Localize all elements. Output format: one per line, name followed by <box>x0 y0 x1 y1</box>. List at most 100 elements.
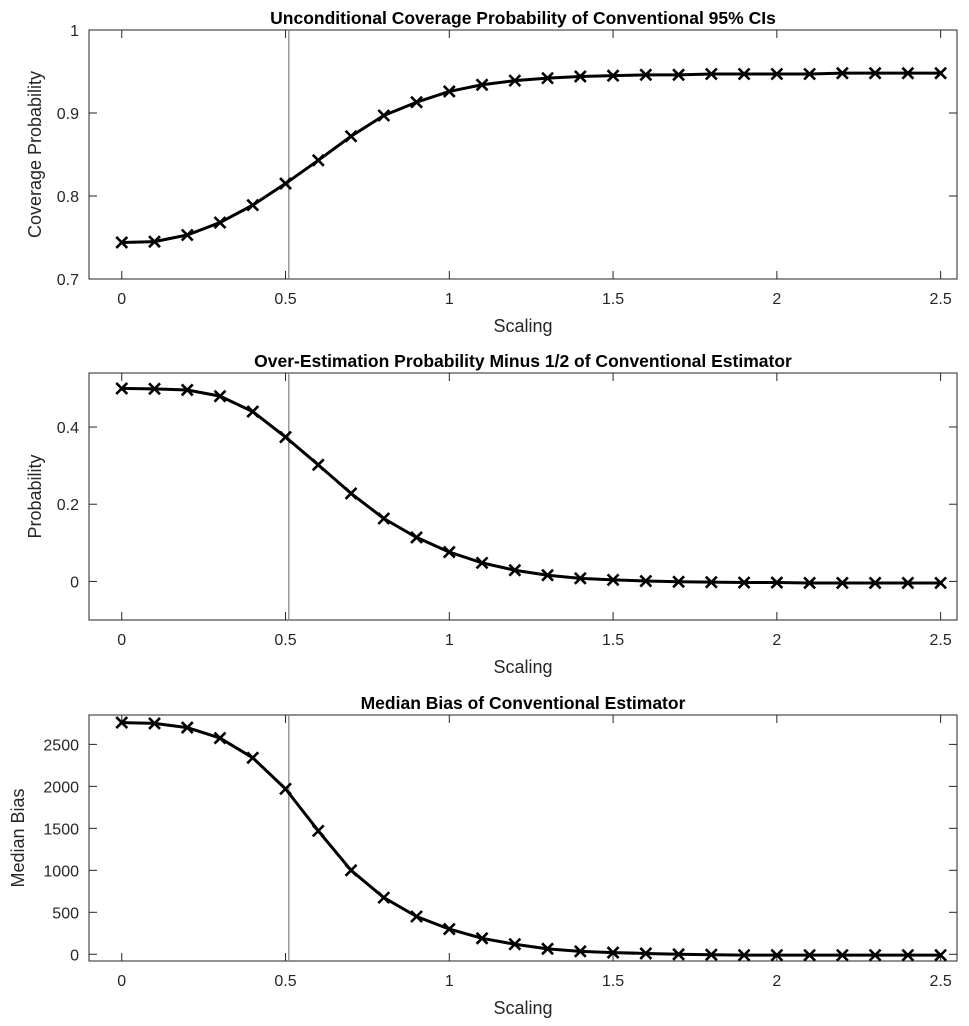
data-point-marker <box>442 85 456 98</box>
marker-stroke <box>115 236 129 249</box>
chart-title: Median Bias of Conventional Estimator <box>361 693 686 713</box>
data-point-marker <box>344 129 358 143</box>
data-point-marker <box>148 382 161 396</box>
marker-stroke <box>737 576 751 589</box>
marker-stroke <box>148 716 161 730</box>
x-tick-label: 2 <box>772 632 781 649</box>
data-point-marker <box>213 216 227 229</box>
plot-area-box <box>88 714 958 962</box>
marker-stroke <box>934 576 948 590</box>
data-point-marker <box>704 948 718 962</box>
y-tick-label: 0.4 <box>57 420 79 437</box>
data-point-marker <box>639 947 653 960</box>
data-point-marker <box>639 68 653 82</box>
data-point-marker <box>213 389 227 403</box>
chart-panel-overestimation: Over-Estimation Probability Minus 1/2 of… <box>25 351 958 677</box>
marker-stroke <box>639 68 653 82</box>
marker-stroke <box>508 937 522 951</box>
data-point-marker <box>148 716 161 730</box>
data-point-marker <box>442 545 456 559</box>
marker-stroke <box>606 69 620 83</box>
marker-stroke <box>639 574 653 588</box>
data-point-marker <box>573 571 587 585</box>
marker-stroke <box>672 947 686 961</box>
x-tick-label: 2 <box>772 291 781 308</box>
data-point-marker <box>770 576 784 589</box>
data-point-marker <box>508 937 522 951</box>
marker-stroke <box>508 563 522 577</box>
series-line <box>121 386 941 585</box>
data-point-marker <box>377 512 391 525</box>
data-point-marker <box>344 863 358 877</box>
x-tick-label: 1.5 <box>602 632 624 649</box>
data-point-marker <box>115 236 129 249</box>
y-tick-label: 1 <box>70 23 79 40</box>
marker-stroke <box>573 944 587 958</box>
y-tick-label: 1500 <box>43 821 79 838</box>
data-point-marker <box>901 948 915 962</box>
y-tick-label: 0.8 <box>57 189 79 206</box>
data-point-marker <box>868 576 882 590</box>
marker-stroke <box>279 177 292 190</box>
x-tick-label: 1 <box>445 291 454 308</box>
data-point-marker <box>835 66 849 80</box>
data-point-marker <box>344 486 358 500</box>
x-tick-label: 0.5 <box>274 973 296 990</box>
data-point-marker <box>311 824 325 838</box>
marker-stroke <box>803 576 817 590</box>
data-point-marker <box>246 751 260 765</box>
data-point-marker <box>541 71 554 85</box>
marker-stroke <box>672 575 686 589</box>
marker-stroke <box>541 942 554 956</box>
marker-stroke <box>410 910 423 923</box>
data-point-marker <box>508 563 522 577</box>
x-tick-label: 0 <box>117 973 126 990</box>
chart-panel-coverage: Unconditional Coverage Probability of Co… <box>25 8 958 336</box>
chart-panel-median-bias: Median Bias of Conventional Estimator Sc… <box>8 693 958 1018</box>
marker-stroke <box>835 948 849 962</box>
data-point-marker <box>606 573 620 587</box>
data-point-marker <box>541 942 554 956</box>
marker-stroke <box>279 430 292 444</box>
data-point-marker <box>934 948 948 962</box>
marker-stroke <box>377 891 391 905</box>
marker-stroke <box>704 575 718 589</box>
y-axis-label: Coverage Probability <box>25 71 45 238</box>
x-tick-label: 1.5 <box>602 973 624 990</box>
y-tick-label: 2500 <box>43 737 79 754</box>
data-point-marker <box>704 575 718 589</box>
marker-stroke <box>672 68 686 82</box>
data-point-marker <box>475 931 489 945</box>
data-point-marker <box>115 716 129 729</box>
y-tick-label: 1000 <box>43 863 79 880</box>
marker-stroke <box>475 931 489 945</box>
marker-stroke <box>901 948 915 962</box>
y-tick-label: 2000 <box>43 779 79 796</box>
data-point-marker <box>737 576 751 589</box>
data-point-marker <box>803 576 817 590</box>
marker-stroke <box>704 948 718 962</box>
data-point-marker <box>377 109 391 122</box>
x-tick-label: 0.5 <box>274 291 296 308</box>
data-point-marker <box>279 177 292 190</box>
data-point-marker <box>246 198 260 212</box>
marker-stroke <box>279 782 292 796</box>
marker-stroke <box>737 67 751 81</box>
x-tick-label: 2 <box>772 973 781 990</box>
marker-stroke <box>835 576 849 590</box>
data-point-marker <box>475 556 489 570</box>
data-point-marker <box>901 66 915 80</box>
marker-stroke <box>344 863 358 877</box>
marker-stroke <box>573 70 587 83</box>
y-axis-label: Median Bias <box>8 788 28 887</box>
y-tick-label: 0 <box>70 947 79 964</box>
data-point-marker <box>442 922 456 936</box>
marker-stroke <box>246 405 260 419</box>
marker-stroke <box>148 382 161 396</box>
chart-title: Unconditional Coverage Probability of Co… <box>270 8 776 28</box>
x-axis-label: Scaling <box>493 316 552 336</box>
data-point-marker <box>835 576 849 590</box>
marker-stroke <box>311 824 325 838</box>
marker-stroke <box>835 66 849 80</box>
